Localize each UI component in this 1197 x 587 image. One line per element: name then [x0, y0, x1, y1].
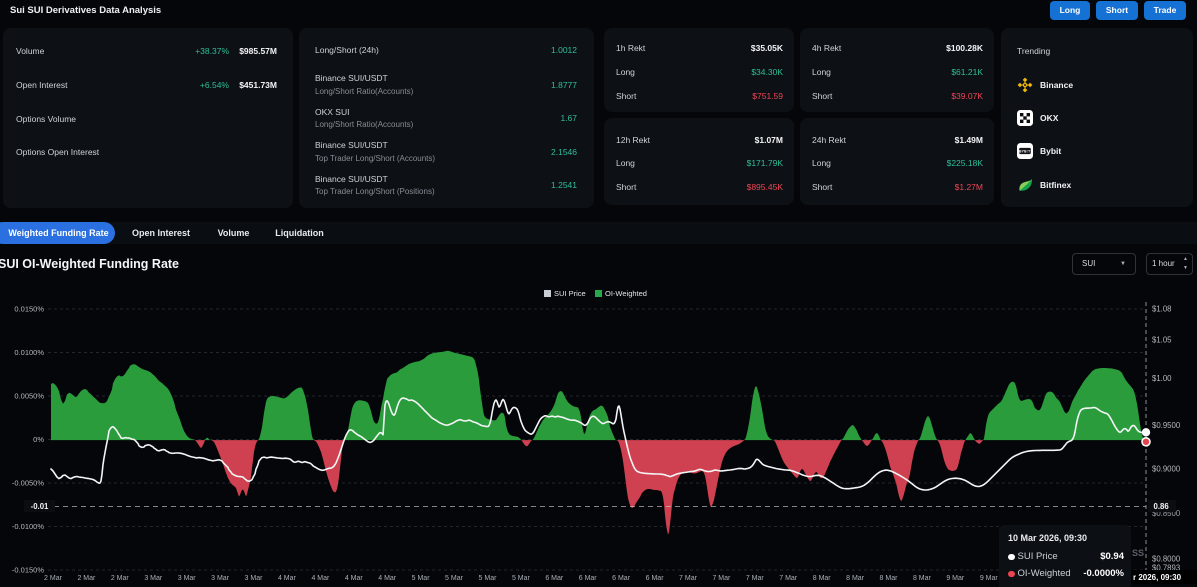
svg-text:4 Mar: 4 Mar	[311, 575, 330, 582]
svg-text:0.0050%: 0.0050%	[14, 392, 44, 401]
svg-text:$0.9500: $0.9500	[1152, 421, 1181, 430]
svg-text:$0.7893: $0.7893	[1152, 563, 1180, 572]
svg-text:8 Mar: 8 Mar	[846, 575, 865, 582]
svg-text:0.0100%: 0.0100%	[14, 348, 44, 357]
svg-text:-0.01: -0.01	[31, 502, 49, 511]
svg-text:4 Mar: 4 Mar	[278, 575, 297, 582]
svg-text:4 Mar: 4 Mar	[378, 575, 397, 582]
svg-text:3 Mar: 3 Mar	[178, 575, 197, 582]
svg-text:3 Mar: 3 Mar	[245, 575, 264, 582]
svg-text:7 Mar: 7 Mar	[712, 575, 731, 582]
svg-text:0%: 0%	[33, 435, 44, 444]
svg-text:6 Mar: 6 Mar	[612, 575, 631, 582]
svg-text:3 Mar: 3 Mar	[211, 575, 230, 582]
svg-text:$0.8000: $0.8000	[1152, 555, 1181, 564]
svg-text:9 Mar: 9 Mar	[980, 575, 999, 582]
svg-text:8 Mar: 8 Mar	[880, 575, 899, 582]
svg-text:$1.08: $1.08	[1152, 305, 1172, 314]
svg-text:7 Mar: 7 Mar	[679, 575, 698, 582]
svg-text:6 Mar: 6 Mar	[646, 575, 665, 582]
svg-text:-0.0150%: -0.0150%	[12, 566, 44, 575]
svg-text:SS: SS	[1132, 548, 1144, 558]
svg-text:5 Mar: 5 Mar	[412, 575, 431, 582]
svg-text:r 2026, 09:30: r 2026, 09:30	[1133, 573, 1182, 582]
svg-text:6 Mar: 6 Mar	[579, 575, 598, 582]
svg-text:3 Mar: 3 Mar	[144, 575, 163, 582]
svg-text:6 Mar: 6 Mar	[545, 575, 564, 582]
svg-text:8 Mar: 8 Mar	[813, 575, 832, 582]
svg-text:$0.9000: $0.9000	[1152, 465, 1181, 474]
svg-text:2 Mar: 2 Mar	[111, 575, 130, 582]
svg-text:0.86: 0.86	[1154, 502, 1170, 511]
svg-text:$1.05: $1.05	[1152, 336, 1172, 345]
svg-text:2 Mar: 2 Mar	[44, 575, 63, 582]
svg-text:5 Mar: 5 Mar	[479, 575, 498, 582]
svg-text:2 Mar: 2 Mar	[77, 575, 96, 582]
svg-text:5 Mar: 5 Mar	[445, 575, 464, 582]
svg-text:7 Mar: 7 Mar	[746, 575, 765, 582]
svg-text:$0.8500: $0.8500	[1152, 509, 1181, 518]
svg-text:$1.00: $1.00	[1152, 374, 1172, 383]
svg-text:7 Mar: 7 Mar	[779, 575, 798, 582]
svg-text:8 Mar: 8 Mar	[913, 575, 932, 582]
svg-text:4 Mar: 4 Mar	[345, 575, 364, 582]
svg-text:5 Mar: 5 Mar	[512, 575, 531, 582]
svg-text:BYB!T: BYB!T	[1019, 150, 1031, 154]
svg-text:-0.0050%: -0.0050%	[12, 479, 44, 488]
svg-text:0.0150%: 0.0150%	[14, 305, 44, 314]
svg-text:9 Mar: 9 Mar	[946, 575, 965, 582]
svg-text:-0.0100%: -0.0100%	[12, 522, 44, 531]
